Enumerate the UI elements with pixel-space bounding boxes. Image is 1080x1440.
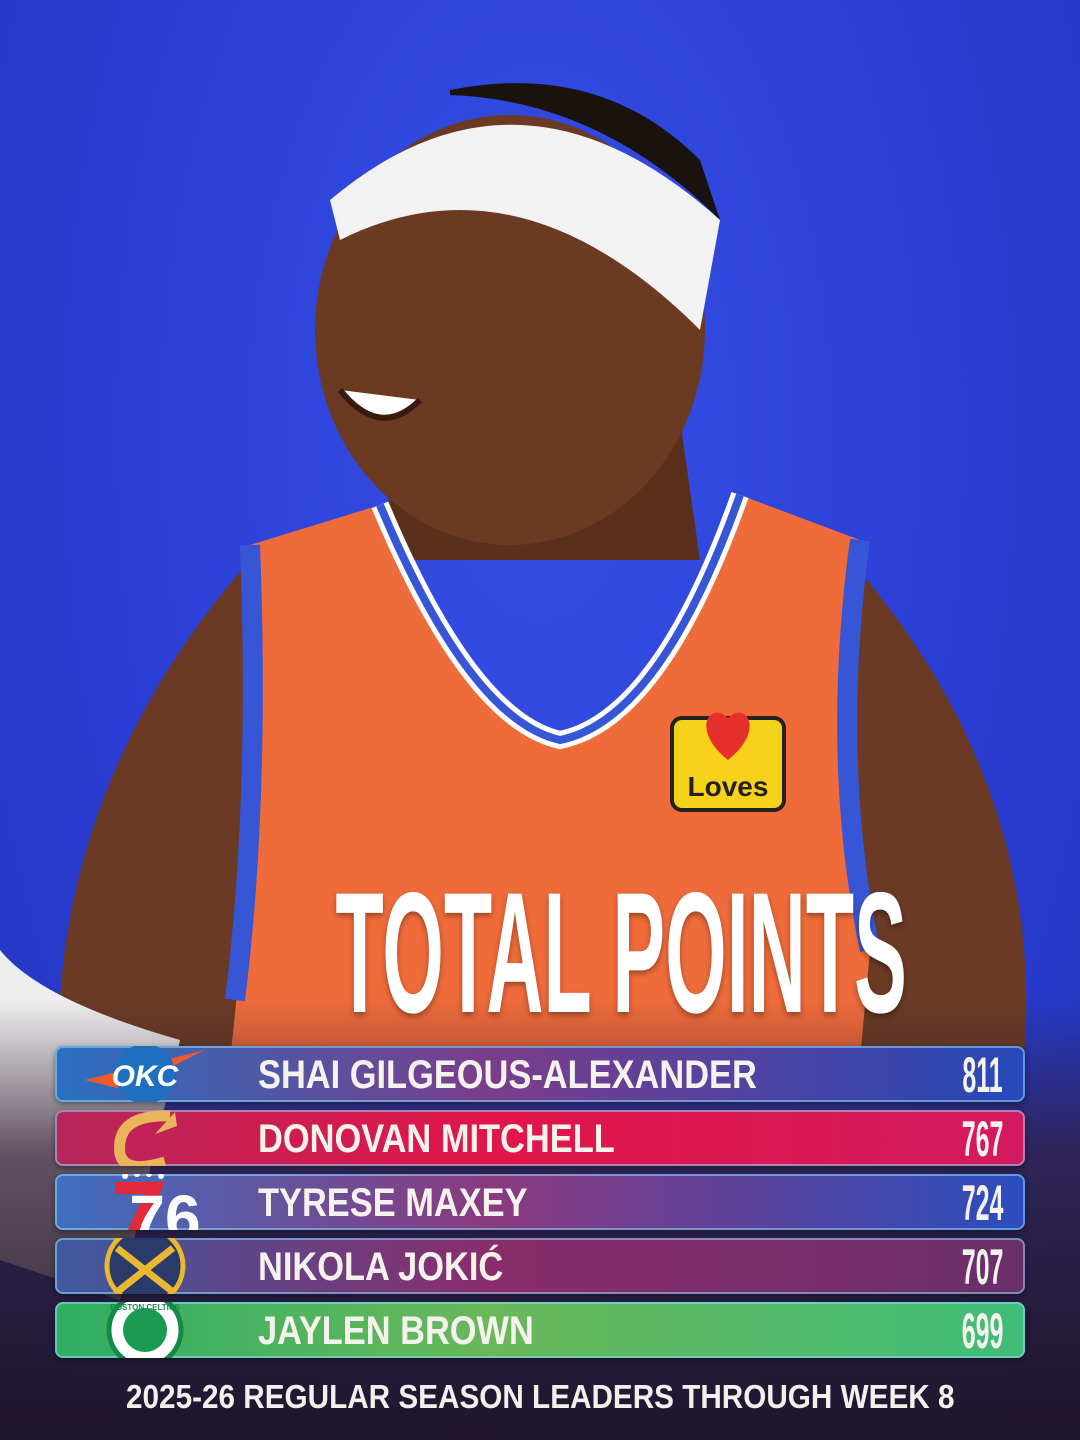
denver-nuggets-logo (85, 1238, 205, 1294)
points-value: 724 (961, 1175, 1003, 1230)
leader-row: BOSTON CELTICS JAYLEN BROWN 699 (55, 1302, 1025, 1358)
celtics-logo-text: BOSTON CELTICS (110, 1303, 181, 1312)
footer-caption: 2025-26 REGULAR SEASON LEADERS THROUGH W… (0, 1378, 1080, 1416)
leader-row: OKC SHAI GILGEOUS-ALEXANDER 811 (55, 1046, 1025, 1102)
footer-text: 2025-26 REGULAR SEASON LEADERS THROUGH W… (125, 1378, 955, 1415)
okc-thunder-logo: OKC (85, 1046, 205, 1102)
leader-row: DONOVAN MITCHELL 767 (55, 1110, 1025, 1166)
player-name: SHAI GILGEOUS-ALEXANDER (258, 1053, 757, 1097)
title-text: TOTAL POINTS (335, 857, 907, 1049)
points-value: 699 (961, 1303, 1003, 1358)
page-title: TOTAL POINTS (0, 857, 1080, 1049)
player-name: NIKOLA JOKIĆ (258, 1245, 504, 1289)
player-name: TYRESE MAXEY (258, 1181, 528, 1225)
sponsor-text: Loves (688, 771, 769, 802)
points-value: 767 (961, 1111, 1003, 1166)
leader-row: 76 TYRESE MAXEY 724 (55, 1174, 1025, 1230)
points-value: 811 (962, 1047, 1003, 1102)
jersey-sponsor-patch: Loves (670, 712, 786, 812)
sixers-logo-text: 76 (129, 1182, 200, 1230)
cleveland-cavaliers-logo (85, 1110, 205, 1166)
player-name: DONOVAN MITCHELL (258, 1117, 615, 1161)
player-name: JAYLEN BROWN (258, 1309, 534, 1353)
points-value: 707 (961, 1239, 1003, 1294)
okc-logo-text: OKC (112, 1060, 180, 1093)
boston-celtics-logo: BOSTON CELTICS (85, 1302, 205, 1358)
leader-row: NIKOLA JOKIĆ 707 (55, 1238, 1025, 1294)
philadelphia-76ers-logo: 76 (85, 1174, 205, 1230)
